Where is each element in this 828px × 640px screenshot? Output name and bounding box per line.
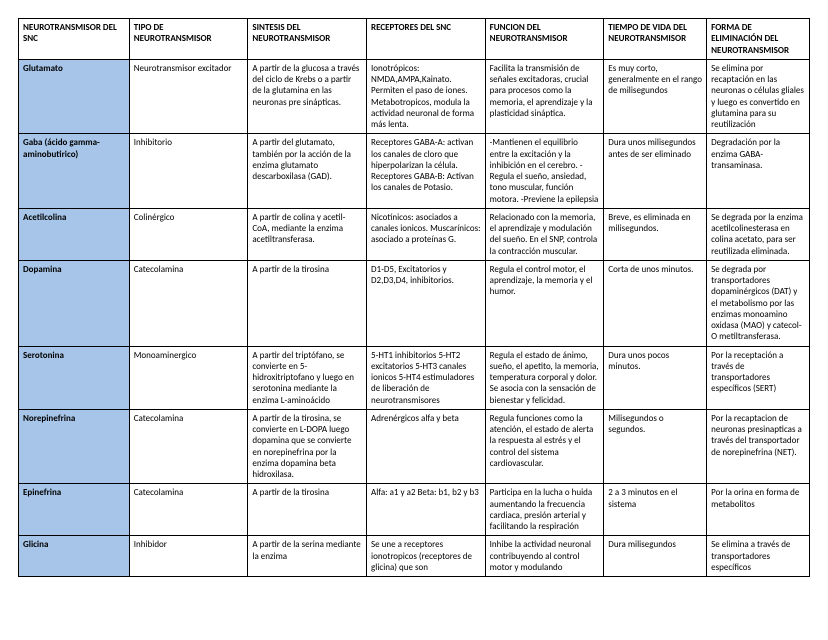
table-header-row: NEUROTRANSMISOR DEL SNCTIPO DE NEUROTRAN… [19,19,810,60]
col-header-5: TIEMPO DE VIDA DEL NEUROTRANSMISOR [604,19,707,60]
cell: A partir de la tirosina [248,260,367,346]
row-name-cell: Glicina [19,536,130,577]
cell: Degradación por la enzima GABA- transami… [707,134,810,209]
table-row: DopaminaCatecolaminaA partir de la tiros… [19,260,810,346]
neurotransmitter-table: NEUROTRANSMISOR DEL SNCTIPO DE NEUROTRAN… [18,18,810,577]
cell: Colinérgico [129,208,248,260]
cell: Regula el control motor, el aprendizaje,… [485,260,604,346]
cell: A partir de la tirosina, se convierte en… [248,409,367,484]
col-header-3: RECEPTORES DEL SNC [367,19,486,60]
cell: Receptores GABA-A: activan los canales d… [367,134,486,209]
cell: Participa en la lucha o huida aumentando… [485,484,604,536]
col-header-1: TIPO DE NEUROTRANSMISOR [129,19,248,60]
cell: Inhibidor [129,536,248,577]
cell: A partir de la serina mediante la enzima [248,536,367,577]
cell: Ionotrópicos: NMDA,AMPA,Kainato. Permite… [367,59,486,134]
row-name-cell: Acetilcolina [19,208,130,260]
cell: Nicotínicos: asociados a canales ionicos… [367,208,486,260]
cell: 5-HT1 inhibitorios 5-HT2 excitatorios 5-… [367,346,486,409]
table-row: GlutamatoNeurotransmisor excitadorA part… [19,59,810,134]
cell: A partir de la glucosa a través del cicl… [248,59,367,134]
col-header-6: FORMA DE ELIMINACIÓN DEL NEUROTRANSMISOR [707,19,810,60]
table-row: SerotoninaMonoaminergicoA partir del tri… [19,346,810,409]
cell: Se degrada por transportadores dopaminér… [707,260,810,346]
cell: Facilita la transmisión de señales excit… [485,59,604,134]
table-row: GlicinaInhibidorA partir de la serina me… [19,536,810,577]
cell: Dura unos milisegundos antes de ser elim… [604,134,707,209]
cell: A partir del triptófano, se convierte en… [248,346,367,409]
cell: Dura unos pocos minutos. [604,346,707,409]
cell: Se une a receptores ionotropicos (recept… [367,536,486,577]
table-row: Gaba (ácido gamma-aminobutirico)Inhibito… [19,134,810,209]
cell: Breve, es eliminada en milisegundos. [604,208,707,260]
cell: A partir del glutamato, también por la a… [248,134,367,209]
col-header-2: SINTESIS DEL NEUROTRANSMISOR [248,19,367,60]
cell: Por la receptación a través de transport… [707,346,810,409]
table-row: EpinefrinaCatecolaminaA partir de la tir… [19,484,810,536]
cell: Dura milisegundos [604,536,707,577]
cell: Milisegundos o segundos. [604,409,707,484]
cell: Catecolamina [129,409,248,484]
cell: -Mantienen el equilibrio entre la excita… [485,134,604,209]
cell: Regula funciones como la atención, el es… [485,409,604,484]
cell: Catecolamina [129,484,248,536]
cell: Inhibe la actividad neuronal contribuyen… [485,536,604,577]
table-row: NorepinefrinaCatecolaminaA partir de la … [19,409,810,484]
cell: Por la recaptacion de neuronas presinapt… [707,409,810,484]
cell: D1-D5, Excitatorios y D2,D3,D4, inhibito… [367,260,486,346]
col-header-0: NEUROTRANSMISOR DEL SNC [19,19,130,60]
cell: Adrenérgicos alfa y beta [367,409,486,484]
cell: Neurotransmisor excitador [129,59,248,134]
cell: Regula el estado de ánimo, sueño, el ape… [485,346,604,409]
row-name-cell: Norepinefrina [19,409,130,484]
row-name-cell: Gaba (ácido gamma-aminobutirico) [19,134,130,209]
cell: A partir de colina y acetil-CoA, mediant… [248,208,367,260]
cell: Relacionado con la memoria, el aprendiza… [485,208,604,260]
table-row: AcetilcolinaColinérgicoA partir de colin… [19,208,810,260]
cell: Alfa: a1 y a2 Beta: b1, b2 y b3 [367,484,486,536]
cell: Se degrada por la enzima acetilcolineste… [707,208,810,260]
cell: Se elimina por recaptación en las neuron… [707,59,810,134]
row-name-cell: Glutamato [19,59,130,134]
row-name-cell: Serotonina [19,346,130,409]
cell: Catecolamina [129,260,248,346]
cell: A partir de la tirosina [248,484,367,536]
row-name-cell: Epinefrina [19,484,130,536]
cell: Es muy corto, generalmente en el rango d… [604,59,707,134]
col-header-4: FUNCION DEL NEUROTRANSMISOR [485,19,604,60]
cell: Corta de unos minutos. [604,260,707,346]
cell: Inhibitorio [129,134,248,209]
row-name-cell: Dopamina [19,260,130,346]
cell: Por la orina en forma de metabolitos [707,484,810,536]
cell: 2 a 3 minutos en el sistema [604,484,707,536]
cell: Monoaminergico [129,346,248,409]
cell: Se elimina a través de transportadores e… [707,536,810,577]
